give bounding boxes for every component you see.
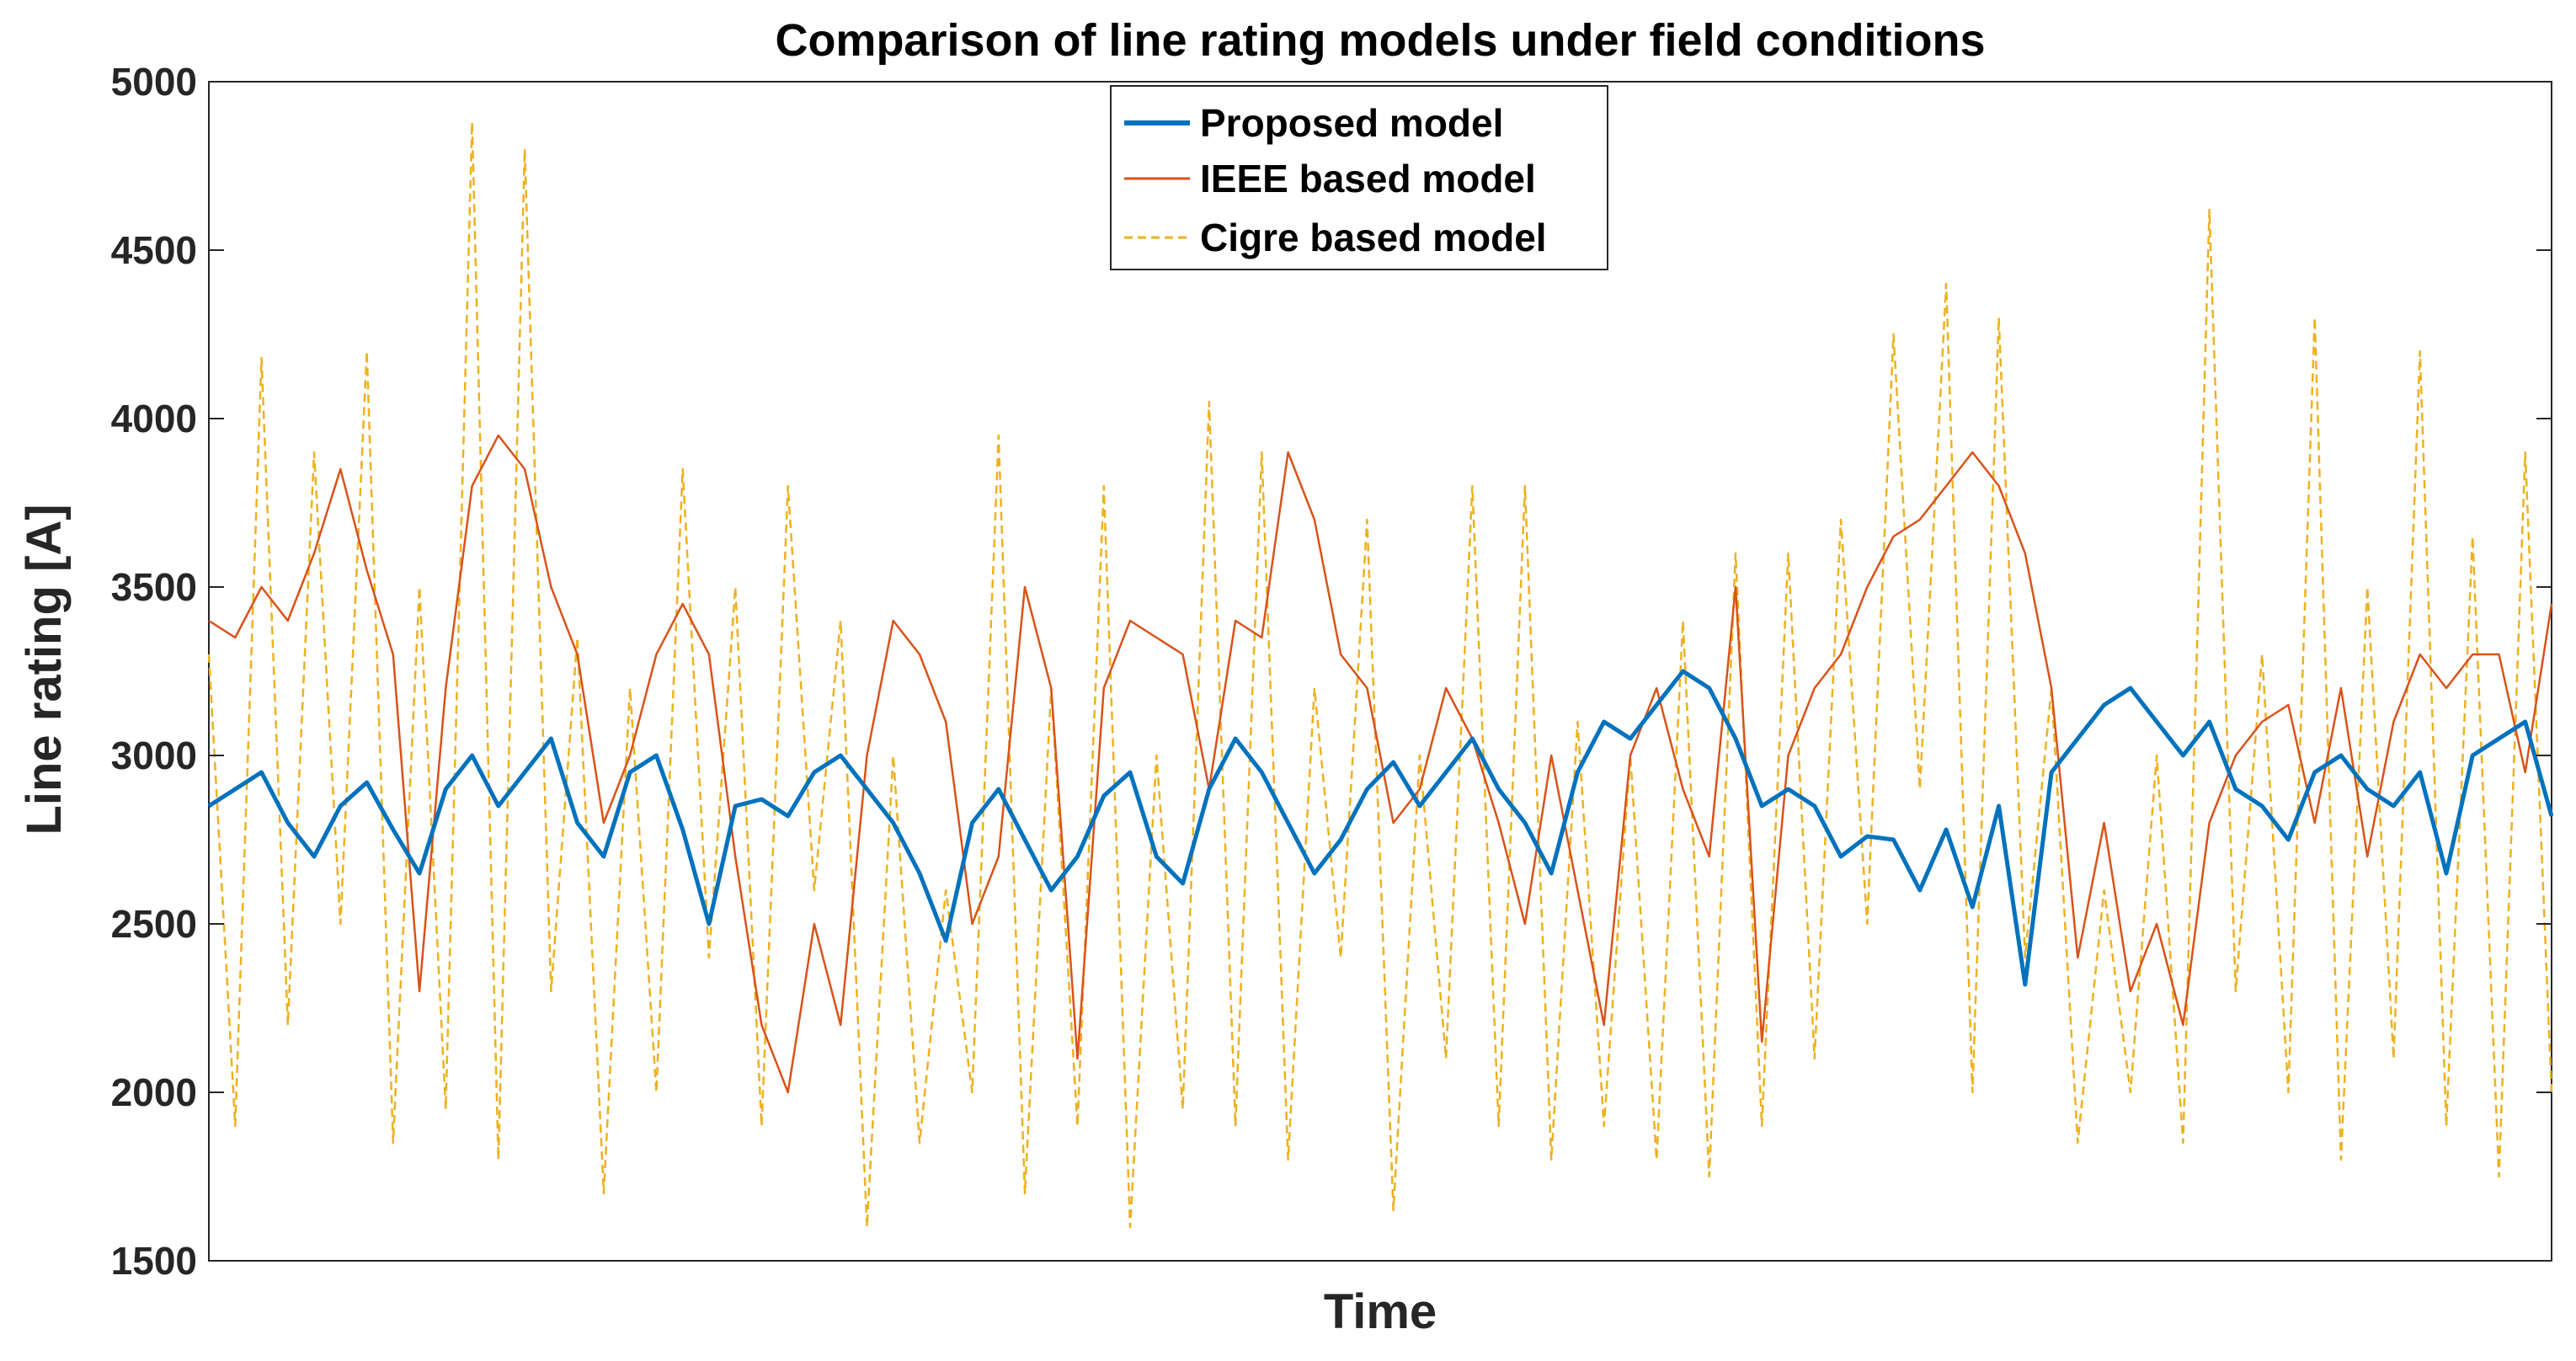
y-tick-label: 4500	[111, 228, 197, 272]
series-line-ieee-based-model	[208, 434, 2553, 1094]
series-line-cigre-based-model	[207, 120, 2553, 1229]
y-tick-label: 4000	[111, 397, 197, 440]
y-tick-label: 3500	[111, 565, 197, 609]
x-axis-label: Time	[1324, 1284, 1437, 1339]
series-line-proposed-model	[207, 669, 2554, 987]
legend: Proposed model IEEE based model Cigre ba…	[1110, 85, 1608, 270]
legend-box	[1110, 85, 1608, 270]
y-tick-label: 2500	[111, 902, 197, 946]
y-tick-label: 2000	[111, 1070, 197, 1114]
chart-title: Comparison of line rating models under f…	[775, 15, 1985, 66]
legend-label-proposed: Proposed model	[1200, 101, 1503, 145]
y-tick-label: 3000	[111, 734, 197, 777]
legend-label-cigre: Cigre based model	[1200, 216, 1547, 259]
legend-label-ieee: IEEE based model	[1200, 157, 1536, 200]
plot-area	[207, 81, 2554, 1262]
y-axis: 1500 2000 2500 3000 3500 4000 4500 5000	[111, 60, 2552, 1283]
y-axis-label: Line rating [A]	[17, 504, 72, 835]
y-tick-label: 1500	[111, 1239, 197, 1283]
y-tick-label: 5000	[111, 60, 197, 104]
